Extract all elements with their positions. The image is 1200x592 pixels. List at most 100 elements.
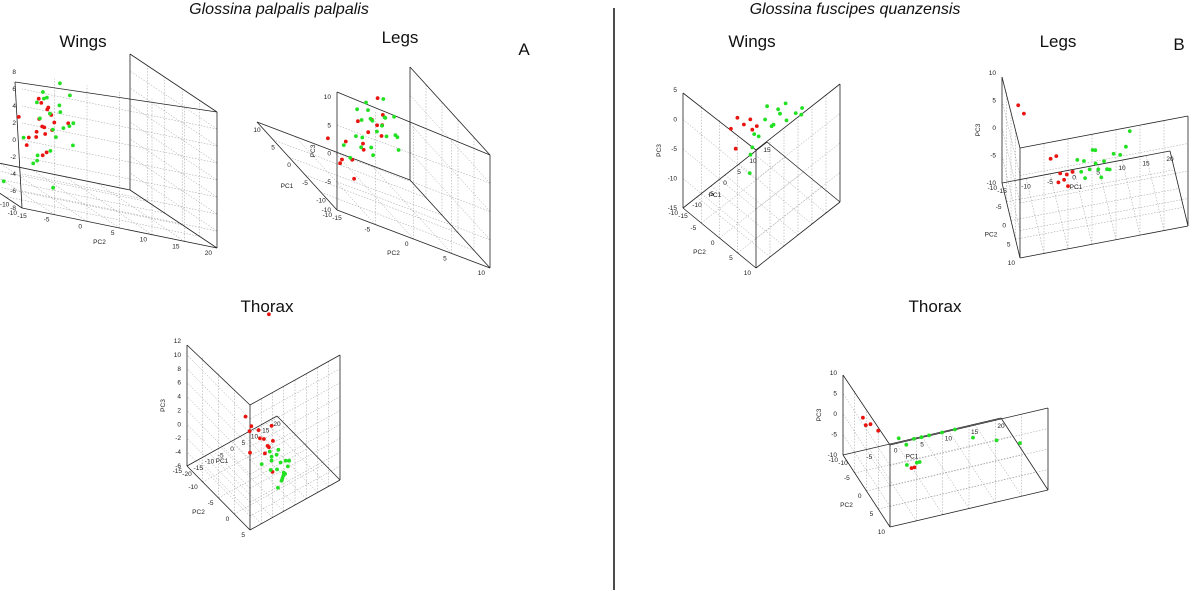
grid-line bbox=[249, 438, 341, 489]
grid-line bbox=[889, 428, 1049, 466]
x-tick-label: -20 bbox=[182, 471, 192, 478]
data-point-red bbox=[40, 153, 45, 158]
data-point-red bbox=[267, 312, 271, 317]
axis-edge bbox=[14, 81, 218, 113]
data-point-red bbox=[26, 135, 31, 140]
data-point-green bbox=[68, 93, 72, 98]
data-point-green bbox=[1111, 151, 1116, 156]
grid-line bbox=[409, 123, 491, 212]
panel-label-b: B bbox=[1173, 35, 1184, 54]
data-point-green bbox=[1118, 153, 1123, 157]
data-point-green bbox=[396, 148, 401, 152]
data-point-green bbox=[71, 121, 76, 126]
data-point-green bbox=[369, 145, 374, 150]
z-tick-label: -10 bbox=[987, 180, 997, 187]
axis-edge bbox=[1000, 417, 1049, 491]
data-point-green bbox=[274, 452, 279, 457]
x-tick-label: -15 bbox=[678, 213, 688, 220]
grid-line bbox=[842, 434, 891, 507]
x-tick-label: 15 bbox=[763, 147, 771, 154]
x-axis-label: PC1 bbox=[281, 183, 294, 190]
data-point-red bbox=[263, 451, 267, 456]
axis-edge bbox=[336, 91, 491, 156]
data-point-red bbox=[16, 115, 21, 119]
data-point-red bbox=[375, 123, 379, 128]
data-point-green bbox=[971, 435, 975, 440]
z-tick-label: -10 bbox=[828, 452, 838, 459]
data-point-red bbox=[34, 135, 39, 139]
grid-line bbox=[752, 152, 827, 214]
grid-line bbox=[272, 139, 427, 198]
data-point-green bbox=[1087, 167, 1092, 172]
grid-line bbox=[21, 88, 218, 130]
axis-edge bbox=[276, 415, 341, 481]
grid-line bbox=[1019, 198, 1189, 231]
x-axis-label: PC1 bbox=[216, 458, 229, 465]
axis-edge bbox=[129, 189, 218, 249]
data-point-green bbox=[51, 127, 55, 132]
axis-edge bbox=[336, 209, 491, 269]
y-tick-label: 0 bbox=[226, 516, 230, 523]
y-tick-label: -10 bbox=[669, 210, 679, 217]
data-point-red bbox=[912, 465, 917, 470]
y-tick-label: -15 bbox=[173, 468, 183, 475]
data-point-red bbox=[42, 125, 47, 130]
grid-line bbox=[336, 181, 491, 240]
axis-edge bbox=[755, 83, 841, 151]
grid-line bbox=[249, 424, 341, 475]
data-point-green bbox=[1102, 159, 1106, 164]
y-tick-label: 5 bbox=[111, 230, 115, 237]
z-axis-label: PC3 bbox=[816, 408, 823, 421]
data-point-green bbox=[359, 145, 363, 150]
grid-line bbox=[0, 179, 165, 214]
z-axis-label: PC3 bbox=[160, 399, 167, 412]
x-tick-label: 20 bbox=[1166, 156, 1174, 163]
z-tick-label: 0 bbox=[992, 125, 996, 132]
data-point-green bbox=[393, 133, 398, 138]
grid-line bbox=[854, 435, 1013, 474]
x-axis-label: PC1 bbox=[709, 192, 722, 199]
data-point-green bbox=[371, 153, 375, 158]
grid-line bbox=[129, 172, 218, 232]
plot-title-b-wings: Wings bbox=[728, 32, 775, 51]
grid-line bbox=[0, 178, 55, 215]
data-point-green bbox=[1079, 169, 1084, 174]
grid-line bbox=[1145, 155, 1165, 231]
grid-line bbox=[249, 452, 341, 503]
axis-edge bbox=[1169, 150, 1189, 227]
data-point-red bbox=[258, 436, 262, 441]
data-point-green bbox=[368, 116, 373, 121]
data-point-green bbox=[799, 112, 804, 117]
data-point-green bbox=[953, 427, 957, 432]
data-point-green bbox=[360, 135, 365, 140]
data-point-green bbox=[31, 161, 36, 166]
z-tick-label: -15 bbox=[668, 205, 678, 212]
grid-line bbox=[129, 104, 218, 164]
data-point-green bbox=[35, 153, 40, 158]
data-point-green bbox=[67, 124, 72, 128]
axis-edge bbox=[21, 207, 218, 249]
axis-edge bbox=[249, 354, 341, 406]
data-point-green bbox=[269, 454, 274, 459]
axis-edge bbox=[682, 207, 757, 269]
grid-line bbox=[0, 163, 88, 222]
axis-edge bbox=[889, 489, 1049, 528]
z-tick-label: 12 bbox=[174, 338, 182, 345]
plot-title-b-legs: Legs bbox=[1040, 32, 1077, 51]
axis-edge bbox=[1019, 225, 1189, 259]
axis-edge bbox=[249, 479, 341, 531]
z-tick-label: 2 bbox=[12, 120, 16, 127]
z-tick-label: 0 bbox=[177, 421, 181, 428]
grid-line bbox=[1001, 127, 1021, 204]
data-point-green bbox=[1090, 148, 1095, 152]
data-point-red bbox=[1048, 156, 1053, 161]
z-tick-label: 0 bbox=[833, 411, 837, 418]
data-point-red bbox=[1064, 172, 1069, 177]
data-point-red bbox=[733, 146, 738, 151]
data-point-green bbox=[392, 114, 396, 119]
x-tick-label: -15 bbox=[17, 213, 27, 220]
data-point-green bbox=[267, 449, 272, 454]
y-tick-label: 10 bbox=[478, 270, 486, 277]
grid-line bbox=[866, 453, 1025, 492]
